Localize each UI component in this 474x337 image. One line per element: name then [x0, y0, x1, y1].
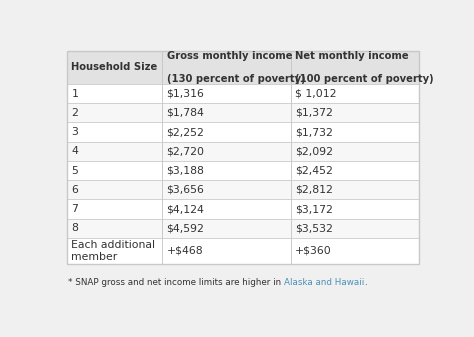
FancyBboxPatch shape: [162, 122, 291, 142]
FancyBboxPatch shape: [162, 84, 291, 103]
FancyBboxPatch shape: [66, 122, 162, 142]
Text: .: .: [365, 278, 367, 287]
FancyBboxPatch shape: [162, 142, 291, 161]
Text: $2,720: $2,720: [166, 146, 205, 156]
FancyBboxPatch shape: [162, 161, 291, 180]
FancyBboxPatch shape: [66, 142, 162, 161]
FancyBboxPatch shape: [66, 219, 162, 238]
Text: +$360: +$360: [295, 246, 332, 256]
Text: Household Size: Household Size: [72, 62, 158, 72]
Text: 5: 5: [72, 165, 78, 176]
FancyBboxPatch shape: [291, 103, 419, 122]
Text: 8: 8: [72, 223, 78, 233]
Text: 1: 1: [72, 89, 78, 99]
FancyBboxPatch shape: [66, 103, 162, 122]
FancyBboxPatch shape: [291, 219, 419, 238]
FancyBboxPatch shape: [162, 200, 291, 219]
FancyBboxPatch shape: [162, 219, 291, 238]
FancyBboxPatch shape: [66, 180, 162, 200]
Text: $3,656: $3,656: [166, 185, 204, 195]
FancyBboxPatch shape: [291, 142, 419, 161]
Text: $2,092: $2,092: [295, 146, 333, 156]
FancyBboxPatch shape: [291, 161, 419, 180]
Text: 7: 7: [72, 204, 78, 214]
Text: $ 1,012: $ 1,012: [295, 89, 337, 99]
FancyBboxPatch shape: [66, 238, 162, 264]
FancyBboxPatch shape: [291, 51, 419, 84]
Text: $1,732: $1,732: [295, 127, 333, 137]
Text: $1,316: $1,316: [166, 89, 204, 99]
FancyBboxPatch shape: [66, 84, 162, 103]
Text: $1,372: $1,372: [295, 108, 333, 118]
Text: $1,784: $1,784: [166, 108, 204, 118]
Text: $3,188: $3,188: [166, 165, 204, 176]
FancyBboxPatch shape: [162, 238, 291, 264]
FancyBboxPatch shape: [66, 200, 162, 219]
Text: Net monthly income

(100 percent of poverty): Net monthly income (100 percent of pover…: [295, 51, 434, 84]
Text: 2: 2: [72, 108, 78, 118]
Text: 3: 3: [72, 127, 78, 137]
Text: 4: 4: [72, 146, 78, 156]
FancyBboxPatch shape: [291, 238, 419, 264]
Text: Alaska and Hawaii: Alaska and Hawaii: [284, 278, 365, 287]
Text: Each additional
member: Each additional member: [72, 240, 155, 262]
Text: $4,592: $4,592: [166, 223, 204, 233]
FancyBboxPatch shape: [291, 180, 419, 200]
FancyBboxPatch shape: [66, 51, 162, 84]
Text: $2,452: $2,452: [295, 165, 333, 176]
Text: $4,124: $4,124: [166, 204, 204, 214]
Text: $2,252: $2,252: [166, 127, 204, 137]
FancyBboxPatch shape: [291, 84, 419, 103]
Text: $3,532: $3,532: [295, 223, 333, 233]
Text: 6: 6: [72, 185, 78, 195]
FancyBboxPatch shape: [162, 51, 291, 84]
Text: Gross monthly income

(130 percent of poverty): Gross monthly income (130 percent of pov…: [166, 51, 305, 84]
FancyBboxPatch shape: [162, 180, 291, 200]
Text: * SNAP gross and net income limits are higher in: * SNAP gross and net income limits are h…: [68, 278, 284, 287]
Text: $3,172: $3,172: [295, 204, 333, 214]
FancyBboxPatch shape: [66, 161, 162, 180]
FancyBboxPatch shape: [162, 103, 291, 122]
FancyBboxPatch shape: [291, 122, 419, 142]
Text: +$468: +$468: [166, 246, 203, 256]
Text: $2,812: $2,812: [295, 185, 333, 195]
FancyBboxPatch shape: [291, 200, 419, 219]
